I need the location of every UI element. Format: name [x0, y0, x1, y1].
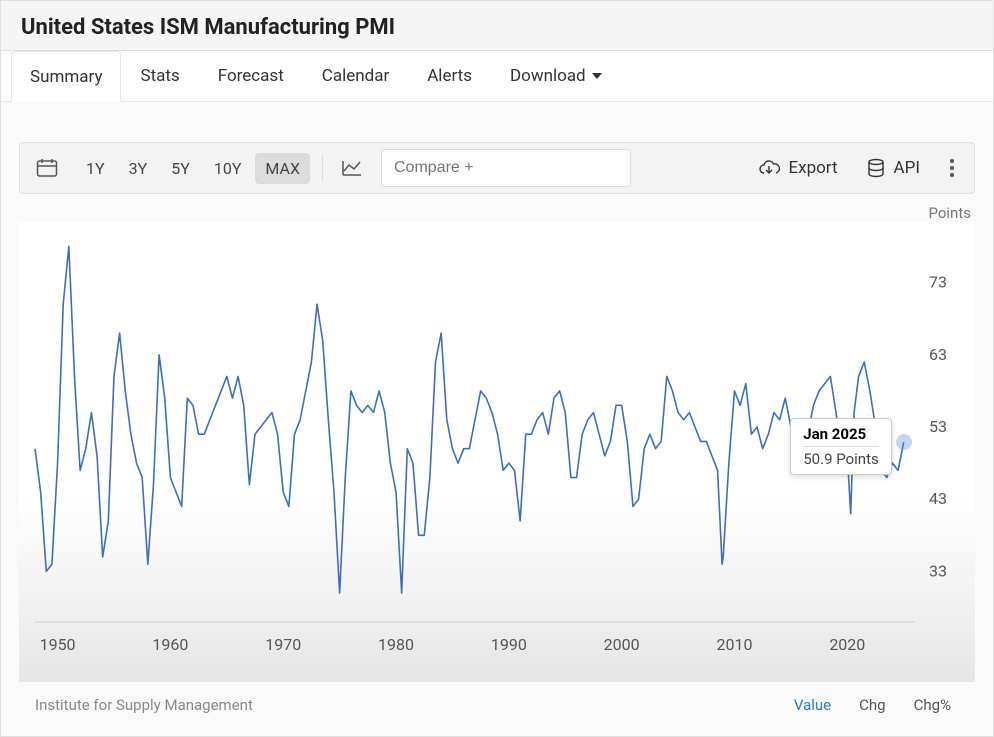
svg-text:2020: 2020 [829, 635, 865, 654]
svg-text:2000: 2000 [604, 635, 640, 654]
range-10y[interactable]: 10Y [204, 153, 252, 184]
page: United States ISM Manufacturing PMI Summ… [0, 0, 994, 737]
svg-text:1950: 1950 [40, 635, 76, 654]
svg-text:73: 73 [929, 273, 947, 292]
tab-summary[interactable]: Summary [11, 51, 121, 102]
export-button[interactable]: Export [750, 154, 845, 182]
tab-calendar[interactable]: Calendar [303, 51, 408, 101]
chevron-down-icon [592, 73, 602, 79]
chart-toolbar: 1Y3Y5Y10YMAX Export [19, 142, 975, 194]
svg-text:1970: 1970 [265, 635, 301, 654]
line-chart[interactable]: 33 43 53 63 73 1950 1960 1970 1980 1990 2000 2010 20… [19, 222, 975, 682]
hover-dot [896, 434, 912, 450]
range-buttons: 1Y3Y5Y10YMAX [76, 153, 310, 184]
tab-label: Summary [30, 67, 102, 87]
tab-label: Alerts [427, 66, 472, 86]
chart-type-icon[interactable] [335, 155, 369, 181]
svg-text:53: 53 [929, 417, 947, 436]
svg-text:63: 63 [929, 345, 947, 364]
svg-text:1960: 1960 [152, 635, 188, 654]
source-attribution: Institute for Supply Management [35, 696, 253, 714]
range-1y[interactable]: 1Y [76, 153, 115, 184]
tab-forecast[interactable]: Forecast [199, 51, 303, 101]
svg-text:43: 43 [929, 489, 947, 508]
compare-input[interactable] [381, 149, 631, 187]
svg-text:33: 33 [929, 561, 947, 580]
mode-chgpct[interactable]: Chg% [900, 692, 965, 718]
range-5y[interactable]: 5Y [161, 153, 200, 184]
mode-chg[interactable]: Chg [845, 692, 899, 718]
svg-text:1980: 1980 [378, 635, 414, 654]
tab-download[interactable]: Download [491, 51, 621, 101]
tab-label: Stats [140, 66, 179, 86]
header: United States ISM Manufacturing PMI [1, 1, 993, 51]
chart-footer: Institute for Supply Management ValueChg… [35, 692, 965, 718]
svg-text:2010: 2010 [717, 635, 753, 654]
mode-value[interactable]: Value [780, 692, 845, 718]
page-title: United States ISM Manufacturing PMI [21, 15, 973, 40]
more-menu-icon[interactable] [940, 153, 964, 183]
range-3y[interactable]: 3Y [119, 153, 158, 184]
api-button[interactable]: API [858, 154, 928, 182]
tab-label: Calendar [322, 66, 389, 86]
chart-container[interactable]: 33 43 53 63 73 1950 1960 1970 1980 1990 2000 2010 20… [19, 222, 975, 682]
tab-alerts[interactable]: Alerts [408, 51, 491, 101]
divider [322, 154, 323, 182]
footer-mode-buttons: ValueChgChg% [780, 692, 965, 718]
tab-label: Forecast [218, 66, 284, 86]
export-label: Export [788, 158, 837, 178]
tab-label: Download [510, 66, 586, 86]
chart-region: 1Y3Y5Y10YMAX Export [1, 102, 993, 682]
calendar-icon[interactable] [30, 154, 64, 182]
range-max[interactable]: MAX [255, 153, 310, 184]
api-label: API [894, 158, 920, 178]
database-icon [866, 158, 886, 178]
tabs: Summary Stats Forecast Calendar Alerts Downlo… [1, 51, 993, 102]
y-axis-title: Points [19, 194, 975, 222]
tab-stats[interactable]: Stats [121, 51, 198, 101]
cloud-download-icon [758, 159, 780, 177]
svg-text:1990: 1990 [491, 635, 527, 654]
